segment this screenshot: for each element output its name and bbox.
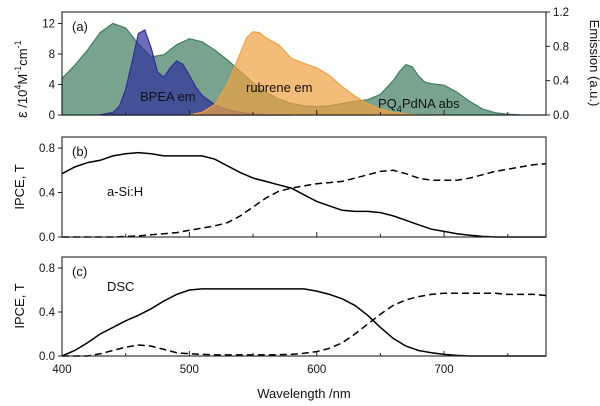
panel-a-y-ticks: 0 4 8 12 bbox=[42, 18, 62, 122]
y-tick-label: 0.8 bbox=[39, 143, 55, 155]
panel-b-x-ticks bbox=[61, 232, 509, 237]
panel-c-label: (c) bbox=[72, 264, 87, 279]
line-series-ipce bbox=[61, 151, 546, 238]
panel-a-y-axis-title: ε /104M-1cm-1 bbox=[13, 40, 31, 118]
y-tick-label: 0.4 bbox=[39, 307, 56, 319]
right-y-tick-label: 1.2 bbox=[553, 7, 569, 19]
y-tick-label: 4 bbox=[49, 79, 56, 91]
panel-c-annotation: DSC bbox=[107, 279, 134, 294]
panel-b-frame bbox=[61, 136, 547, 238]
x-tick-label: 500 bbox=[180, 364, 199, 376]
area-series-rubrene-em bbox=[189, 31, 432, 116]
panel-b-lines bbox=[61, 151, 547, 238]
panel-b-annotation: a-Si:H bbox=[107, 184, 143, 199]
panel-a-label: (a) bbox=[72, 19, 88, 34]
y-tick-label: 0.8 bbox=[39, 263, 55, 275]
panel-a-frame bbox=[61, 11, 547, 116]
x-tick-labels: 400 500 600 700 bbox=[52, 364, 453, 376]
panel-c-x-ticks bbox=[61, 351, 509, 356]
panel-a-x-ticks bbox=[61, 110, 509, 115]
panel-c-y-axis-title: IPCE, T bbox=[12, 283, 27, 328]
y-tick-label: 8 bbox=[49, 49, 55, 61]
right-y-tick-label: 0.8 bbox=[553, 41, 569, 53]
series-label-rubrene-em: rubrene em bbox=[246, 80, 312, 95]
panel-c-lines bbox=[61, 288, 547, 357]
line-series-ipce bbox=[61, 288, 546, 357]
series-label-pq4pdna-abs: PQ4PdNA abs bbox=[378, 96, 460, 114]
line-series-transmission bbox=[62, 292, 547, 357]
y-tick-label: 0.4 bbox=[39, 188, 56, 200]
panel-b-y-axis-title: IPCE, T bbox=[12, 164, 27, 209]
line-series-transmission bbox=[62, 162, 547, 238]
panel-b-y-ticks: 0.0 0.4 0.8 bbox=[39, 143, 62, 244]
panel-a: 0 4 8 12 0.0 0.4 0.8 1.2 (a) BPEA em rubrene e… bbox=[13, 7, 600, 122]
x-tick-label: 600 bbox=[307, 364, 326, 376]
x-tick-label: 700 bbox=[435, 364, 454, 376]
y-tick-label: 0 bbox=[49, 110, 55, 122]
panel-a-right-y-ticks: 0.0 0.4 0.8 1.2 bbox=[546, 7, 570, 122]
panel-b: 0.0 0.4 0.8 (b) a-Si:H IPCE, T bbox=[12, 136, 547, 244]
panel-a-areas bbox=[61, 22, 546, 116]
x-axis-title: Wavelength /nm bbox=[257, 386, 350, 401]
panel-c-y-ticks: 0.0 0.4 0.8 bbox=[39, 263, 62, 363]
panel-c: 0.0 0.4 0.8 (c) DSC IPCE, T bbox=[12, 256, 547, 363]
right-y-tick-label: 0.4 bbox=[553, 76, 570, 88]
panel-b-label: (b) bbox=[72, 144, 88, 159]
y-tick-label: 0.0 bbox=[39, 232, 55, 244]
right-y-tick-label: 0.0 bbox=[553, 110, 569, 122]
series-label-bpea-em: BPEA em bbox=[140, 89, 196, 104]
panel-c-frame bbox=[61, 256, 547, 357]
y-tick-label: 12 bbox=[42, 18, 55, 30]
y-tick-label: 0.0 bbox=[39, 351, 55, 363]
panel-a-right-y-axis-title: Emission (a.u.) bbox=[587, 20, 600, 107]
x-tick-label: 400 bbox=[52, 364, 71, 376]
